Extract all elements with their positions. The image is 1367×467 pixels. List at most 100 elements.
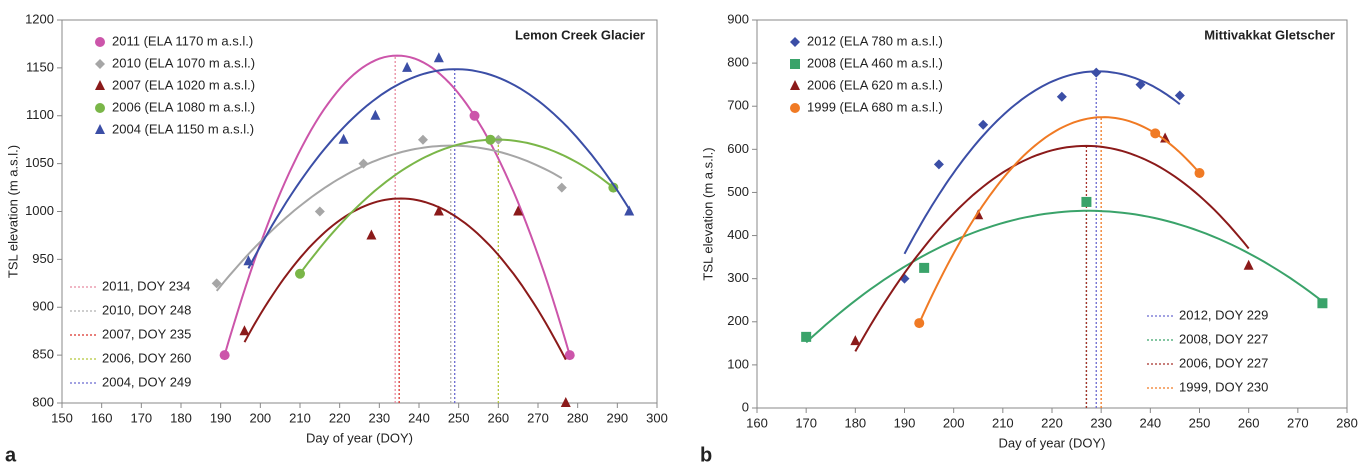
legend-label: 2010 (ELA 1070 m a.s.l.) [112, 55, 255, 70]
x-tick-label: 280 [567, 410, 589, 425]
data-point [295, 268, 305, 279]
legend-label: 2006 (ELA 620 m a.s.l.) [807, 77, 943, 92]
fit-curve [243, 197, 567, 361]
data-point [433, 52, 444, 63]
legend-marker [95, 80, 105, 90]
x-tick-label: 220 [1041, 415, 1063, 430]
data-point [1317, 298, 1328, 309]
panel-letter: b [700, 444, 712, 466]
chart-title: Mittivakkat Gletscher [1204, 27, 1335, 42]
x-tick-label: 150 [51, 410, 73, 425]
y-axis-label: TSL elevation (m a.s.l.) [700, 147, 715, 280]
x-axis-label: Day of year (DOY) [999, 435, 1106, 450]
data-point [338, 133, 349, 144]
data-point [417, 134, 428, 145]
legend-marker [95, 124, 105, 134]
y-tick-label: 800 [32, 394, 54, 409]
legend-label: 2007 (ELA 1020 m a.s.l.) [112, 77, 255, 92]
y-tick-label: 700 [727, 98, 749, 113]
data-point [402, 61, 413, 72]
data-point [1091, 67, 1102, 78]
data-point [366, 229, 377, 240]
data-point [219, 350, 230, 361]
x-tick-label: 190 [894, 415, 916, 430]
y-tick-label: 0 [742, 399, 749, 414]
y-axis-label: TSL elevation (m a.s.l.) [5, 145, 20, 278]
data-point [1174, 90, 1185, 101]
fit-curve [903, 70, 1181, 255]
legend-label: 2012, DOY 229 [1179, 307, 1268, 322]
x-tick-label: 250 [448, 410, 470, 425]
data-point [358, 158, 369, 169]
y-tick-label: 900 [727, 11, 749, 26]
legend-marker [95, 59, 105, 69]
y-tick-label: 1200 [25, 11, 54, 26]
x-tick-label: 210 [289, 410, 311, 425]
legend-marker [790, 59, 800, 69]
y-tick-label: 300 [727, 270, 749, 285]
fit-curve [299, 138, 615, 275]
y-tick-label: 1100 [26, 107, 54, 122]
x-tick-label: 260 [487, 410, 509, 425]
y-tick-label: 900 [32, 299, 54, 314]
data-point [370, 109, 381, 120]
x-tick-label: 180 [170, 410, 192, 425]
data-point [560, 397, 571, 407]
y-tick-label: 400 [727, 227, 749, 242]
y-tick-label: 1000 [25, 203, 54, 218]
x-tick-label: 160 [746, 415, 768, 430]
legend-label: 2006 (ELA 1080 m a.s.l.) [112, 99, 255, 114]
data-point [624, 205, 635, 216]
x-tick-label: 300 [646, 410, 668, 425]
legend-marker [95, 103, 105, 113]
data-point [801, 331, 812, 342]
data-point [850, 335, 861, 346]
x-axis-label: Day of year (DOY) [306, 430, 413, 445]
data-point [513, 205, 524, 216]
y-tick-label: 950 [32, 251, 54, 266]
data-point [211, 278, 222, 289]
data-point [564, 350, 575, 361]
y-tick-label: 200 [727, 313, 749, 328]
legend-label: 1999, DOY 230 [1179, 379, 1268, 394]
y-tick-label: 850 [32, 347, 54, 362]
fit-curve [805, 209, 1324, 344]
legend-label: 2007, DOY 235 [102, 326, 191, 341]
x-tick-label: 220 [329, 410, 351, 425]
fit-curve [247, 68, 631, 269]
x-tick-label: 230 [368, 410, 390, 425]
x-tick-label: 170 [795, 415, 817, 430]
legend-label: 2008, DOY 227 [1179, 331, 1268, 346]
y-tick-label: 800 [727, 55, 749, 70]
data-point [1160, 132, 1171, 143]
x-tick-label: 210 [992, 415, 1014, 430]
data-point [919, 262, 930, 273]
x-tick-label: 160 [91, 410, 113, 425]
data-point [1194, 168, 1205, 179]
data-point [239, 325, 250, 336]
legend-label: 2006, DOY 260 [102, 350, 191, 365]
data-point [933, 159, 944, 170]
legend-label: 2004, DOY 249 [102, 374, 191, 389]
y-tick-label: 100 [727, 356, 749, 371]
data-point [608, 182, 619, 193]
x-tick-label: 260 [1238, 415, 1260, 430]
data-point [1243, 259, 1254, 270]
legend-label: 2004 (ELA 1150 m a.s.l.) [112, 121, 254, 136]
x-tick-label: 270 [1287, 415, 1309, 430]
data-point [1081, 196, 1092, 207]
x-tick-label: 240 [408, 410, 430, 425]
data-point [556, 182, 567, 193]
data-point [433, 205, 444, 216]
x-tick-label: 270 [527, 410, 549, 425]
legend-marker [790, 80, 800, 90]
y-tick-label: 500 [727, 184, 749, 199]
fit-curve [223, 54, 571, 356]
data-point [469, 110, 480, 121]
y-tick-label: 600 [727, 141, 749, 156]
legend-label: 2011, DOY 234 [102, 278, 190, 293]
x-tick-label: 250 [1189, 415, 1211, 430]
legend-marker [95, 37, 105, 47]
x-tick-label: 230 [1090, 415, 1112, 430]
x-tick-label: 200 [249, 410, 271, 425]
